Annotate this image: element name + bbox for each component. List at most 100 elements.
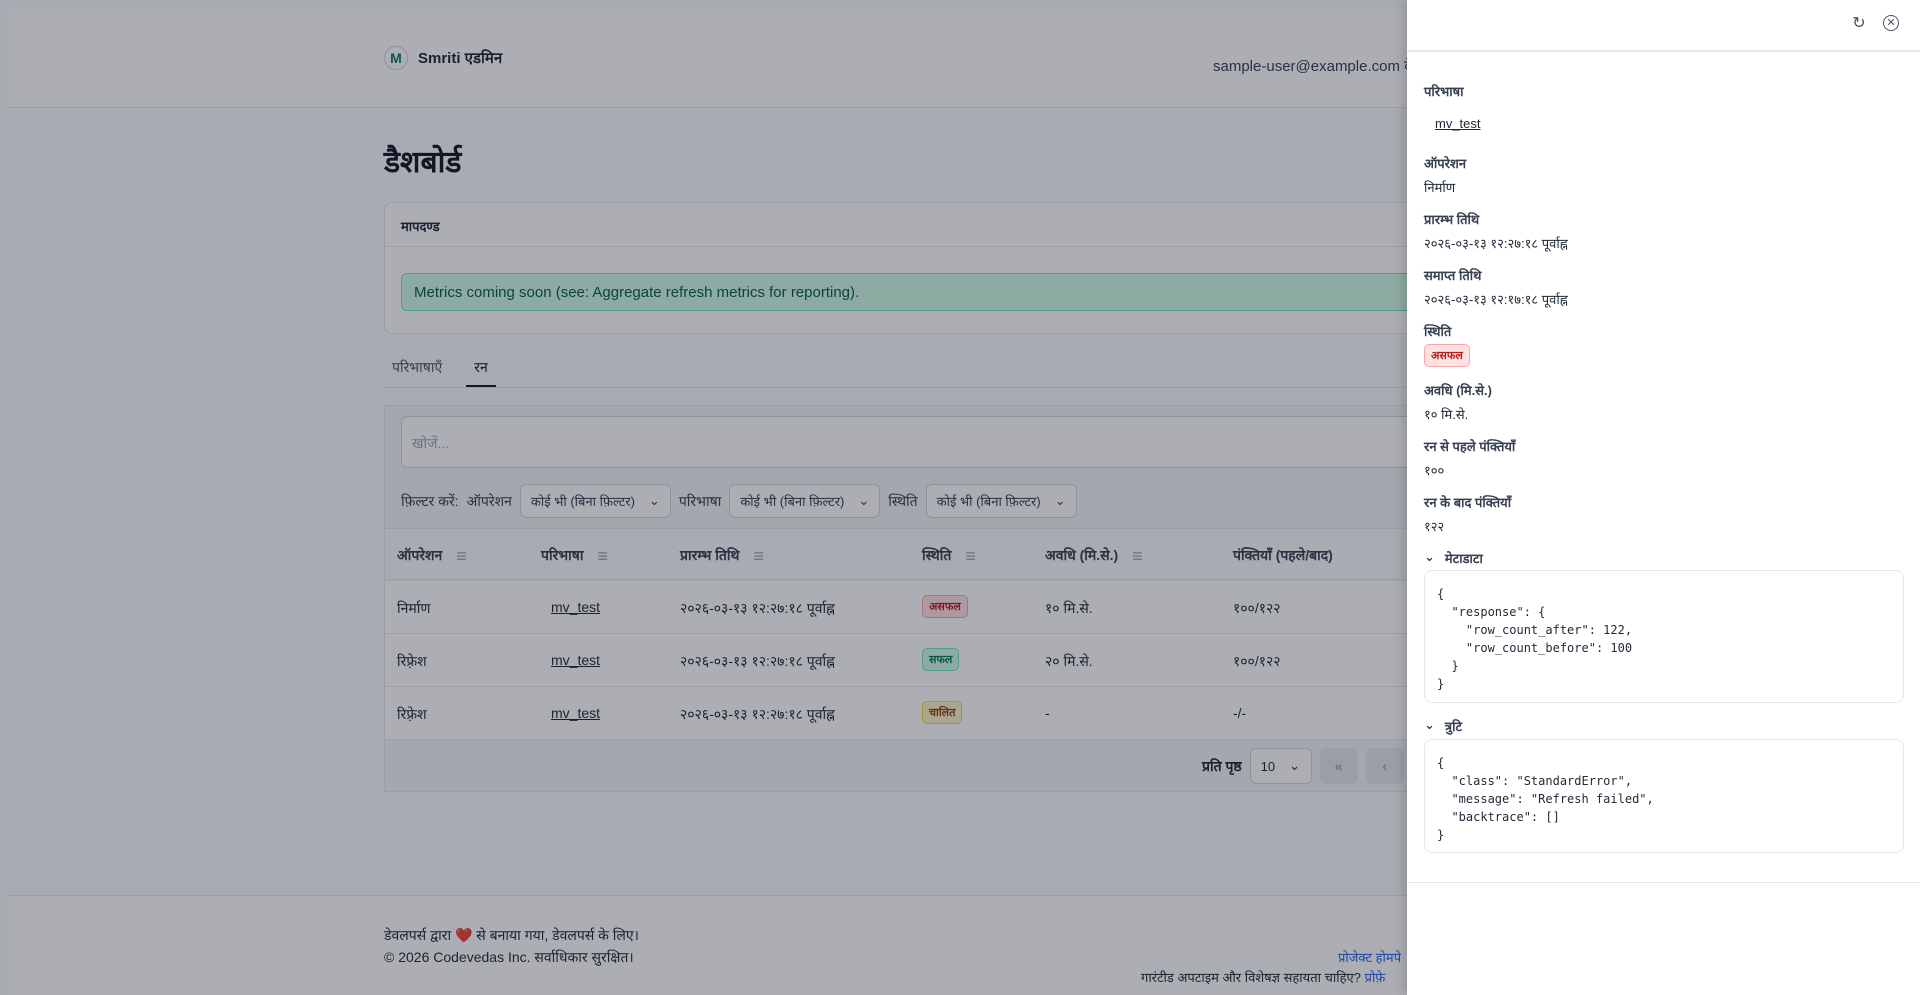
- error-toggle[interactable]: ⌄ त्रुटि: [1424, 717, 1462, 735]
- filter-label: फ़िल्टर करें:: [401, 492, 459, 509]
- per-page-select[interactable]: 10 ⌄: [1249, 748, 1312, 784]
- cell-start: २०२६-०३-१३ १२:२७:१८ पूर्वाह्न: [680, 653, 835, 669]
- cell-duration: १० मि.से.: [1045, 600, 1093, 616]
- end-label: समाप्त तिथि: [1424, 268, 1482, 283]
- brand-name: Smriti एडमिन: [418, 50, 503, 67]
- support-text: गारंटीड अपटाइम और विशेषज्ञ सहायता चाहिए?: [1141, 970, 1361, 985]
- definition-link[interactable]: mv_test: [551, 599, 601, 615]
- column-header-duration[interactable]: अवधि (मि.से.) ≡: [1045, 546, 1143, 565]
- first-page-button[interactable]: «: [1319, 748, 1358, 784]
- status-filter-select[interactable]: कोई भी (बिना फ़िल्टर) ⌄: [925, 484, 1077, 518]
- cell-duration: २० मि.से.: [1045, 653, 1093, 669]
- column-menu-icon[interactable]: ≡: [753, 545, 764, 566]
- status-badge: असफल: [922, 595, 968, 618]
- chevron-down-icon: ⌄: [1054, 493, 1066, 508]
- prev-page-button[interactable]: ‹: [1365, 748, 1404, 784]
- close-icon[interactable]: ✕: [1883, 15, 1899, 31]
- table-row[interactable]: रिफ़्रेश mv_test २०२६-०३-१३ १२:२७:१८ पूर…: [385, 634, 1543, 687]
- status-badge: असफल: [1424, 344, 1470, 367]
- start-label: प्रारम्भ तिथि: [1424, 212, 1480, 227]
- rows-after-value: १२२: [1424, 519, 1445, 534]
- definition-filter-label: परिभाषा: [678, 492, 722, 509]
- rows-before-value: १००: [1424, 463, 1445, 478]
- column-label: परिभाषा: [541, 547, 584, 563]
- metadata-toggle[interactable]: ⌄ मेटाडाटा: [1424, 549, 1483, 567]
- cell-start: २०२६-०३-१३ १२:२७:१८ पूर्वाह्न: [680, 600, 835, 616]
- table-row[interactable]: निर्माण mv_test २०२६-०३-१३ १२:२७:१८ पूर्…: [385, 581, 1543, 634]
- duration-label: अवधि (मि.से.): [1424, 383, 1492, 398]
- column-menu-icon[interactable]: ≡: [597, 545, 609, 566]
- column-header-status[interactable]: स्थिति ≡: [922, 546, 976, 565]
- footer-support: गारंटीड अपटाइम और विशेषज्ञ सहायता चाहिए?…: [1141, 968, 1385, 986]
- metadata-label: मेटाडाटा: [1444, 551, 1483, 566]
- status-badge: सफल: [922, 648, 960, 671]
- column-header-operation[interactable]: ऑपरेशन ≡: [397, 546, 467, 565]
- chevron-down-icon: ⌄: [1424, 717, 1435, 732]
- brand[interactable]: M Smriti एडमिन: [384, 46, 502, 70]
- column-menu-icon[interactable]: ≡: [456, 545, 467, 566]
- user-email[interactable]: sample-user@example.com के: [1213, 58, 1416, 75]
- definition-filter-select[interactable]: कोई भी (बिना फ़िल्टर) ⌄: [729, 484, 881, 518]
- column-label: स्थिति: [922, 547, 952, 563]
- column-header-start-date[interactable]: प्रारम्भ तिथि ≡: [680, 546, 764, 565]
- status-filter-value: कोई भी (बिना फ़िल्टर): [936, 494, 1041, 509]
- operation-filter-value: कोई भी (बिना फ़िल्टर): [530, 494, 635, 509]
- duration-value: १० मि.से.: [1424, 407, 1469, 422]
- metadata-json: { "response": { "row_count_after": 122, …: [1424, 570, 1904, 703]
- runs-panel: खोजें... फ़िल्टर करें: ऑपरेशन कोई भी (बि…: [384, 405, 1553, 792]
- chevron-down-icon: ⌄: [648, 493, 660, 508]
- operation-value: निर्माण: [1424, 180, 1456, 195]
- per-page-value: 10: [1260, 758, 1276, 774]
- error-json: { "class": "StandardError", "message": "…: [1424, 739, 1904, 853]
- error-label: त्रुटि: [1444, 719, 1463, 734]
- per-page-label: प्रति पृष्ठ: [1202, 757, 1242, 774]
- footer-copyright: © 2026 Codevedas Inc. सर्वाधिकार सुरक्षि…: [384, 949, 634, 965]
- cell-rows: १००/१२२: [1233, 600, 1281, 616]
- definition-link[interactable]: mv_test: [1435, 116, 1481, 131]
- end-value: २०२६-०३-१३ १२:१७:१८ पूर्वाह्न: [1424, 292, 1568, 307]
- operation-label: ऑपरेशन: [1424, 156, 1467, 171]
- definition-link[interactable]: mv_test: [551, 705, 601, 721]
- table-row[interactable]: रिफ़्रेश mv_test २०२६-०३-१३ १२:२७:१८ पूर…: [385, 687, 1543, 740]
- tab-definitions[interactable]: परिभाषाएँ: [392, 359, 443, 375]
- status-label: स्थिति: [1424, 324, 1452, 339]
- column-header-rows[interactable]: पंक्तियाँ (पहले/बाद): [1233, 546, 1333, 565]
- start-value: २०२६-०३-१३ १२:२७:१८ पूर्वाह्न: [1424, 236, 1568, 251]
- cell-duration: -: [1045, 705, 1050, 721]
- tab-runs[interactable]: रन: [466, 358, 496, 387]
- column-menu-icon[interactable]: ≡: [1132, 545, 1143, 566]
- tabs: परिभाषाएँ रन: [384, 358, 1544, 388]
- drawer-divider: [1407, 882, 1920, 883]
- table-header: ऑपरेशन ≡ परिभाषा ≡ प्रारम्भ तिथि ≡ स्थिति ≡ …: [385, 528, 1543, 580]
- rows-after-label: रन के बाद पंक्तियाँ: [1424, 495, 1512, 510]
- drawer-header: ↻ ✕: [1407, 0, 1920, 52]
- chevron-down-icon: ⌄: [858, 493, 870, 508]
- definition-filter-value: कोई भी (बिना फ़िल्टर): [740, 494, 845, 509]
- refresh-icon[interactable]: ↻: [1852, 15, 1866, 32]
- chevron-down-icon: ⌄: [1424, 549, 1435, 564]
- rows-before-label: रन से पहले पंक्तियाँ: [1424, 439, 1516, 454]
- footer-made-by: डेवलपर्स द्वारा ❤️ से बनाया गया, डेवलपर्…: [384, 927, 639, 943]
- column-menu-icon[interactable]: ≡: [965, 545, 976, 566]
- definition-label: परिभाषा: [1424, 84, 1464, 99]
- column-label: पंक्तियाँ (पहले/बाद): [1233, 547, 1333, 563]
- cell-rows: -/-: [1233, 705, 1247, 721]
- logo-icon: M: [384, 46, 408, 70]
- status-badge: चालित: [922, 701, 963, 724]
- project-homepage-link[interactable]: प्रोजेक्ट होमपे: [1338, 950, 1402, 965]
- page-title: डैशबोर्ड: [384, 146, 462, 179]
- column-label: अवधि (मि.से.): [1045, 547, 1119, 563]
- column-label: प्रारम्भ तिथि: [680, 547, 740, 563]
- filters: फ़िल्टर करें: ऑपरेशन कोई भी (बिना फ़िल्ट…: [401, 484, 1077, 518]
- cell-operation: निर्माण: [397, 600, 431, 616]
- metrics-alert: Metrics coming soon (see: Aggregate refr…: [401, 273, 1563, 311]
- column-label: ऑपरेशन: [397, 547, 443, 563]
- pro-link[interactable]: प्रोफ़े: [1364, 970, 1386, 985]
- run-details-drawer: ↻ ✕ परिभाषा mv_test ऑपरेशन निर्माण प्रार…: [1407, 0, 1920, 995]
- metrics-card: मापदण्ड Metrics coming soon (see: Aggreg…: [384, 202, 1563, 334]
- operation-filter-select[interactable]: कोई भी (बिना फ़िल्टर) ⌄: [519, 484, 671, 518]
- definition-link[interactable]: mv_test: [551, 652, 601, 668]
- search-input[interactable]: खोजें...: [401, 416, 1553, 468]
- column-header-definition[interactable]: परिभाषा ≡: [541, 546, 608, 565]
- operation-filter-label: ऑपरेशन: [466, 492, 512, 509]
